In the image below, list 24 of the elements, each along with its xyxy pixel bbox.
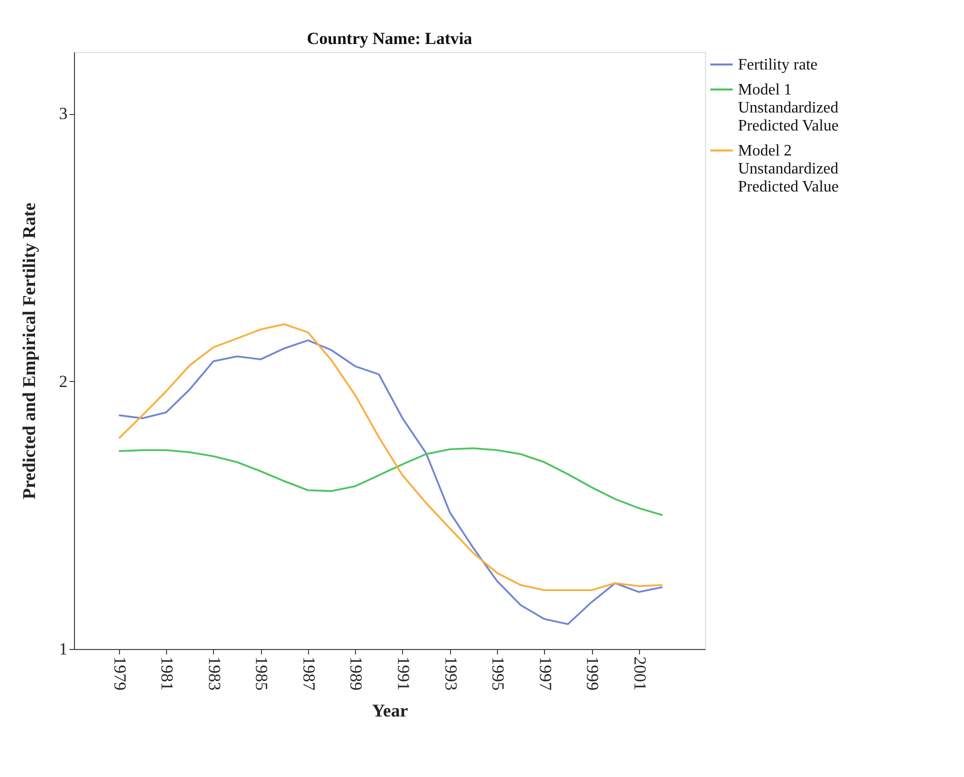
chart-title: Country Name: Latvia — [306, 29, 473, 48]
x-tick-label: 2001 — [630, 656, 650, 690]
x-axis-title: Year — [372, 700, 408, 720]
y-tick-label: 3 — [59, 104, 68, 124]
y-axis-title: Predicted and Empirical Fertility Rate — [19, 202, 39, 500]
x-tick-label: 1989 — [346, 656, 366, 690]
x-tick-label: 1991 — [394, 656, 413, 690]
x-tick-label: 1993 — [441, 656, 460, 690]
x-tick-label: 1995 — [488, 656, 508, 690]
x-tick-label: 1981 — [158, 656, 177, 690]
legend-label: Fertility rate — [738, 56, 818, 74]
x-tick-label: 1987 — [299, 656, 318, 691]
legend-label: Model 1 Unstandardized Predicted Value — [738, 82, 839, 134]
y-tick-label: 1 — [59, 640, 68, 658]
x-tick-label: 1999 — [583, 656, 602, 690]
x-tick-label: 1997 — [536, 656, 555, 691]
line-series — [118, 339, 664, 626]
y-tick-label: 2 — [59, 372, 68, 391]
x-tick-label: 1983 — [204, 656, 224, 690]
legend-label: Model 2 Unstandardized Predicted Value — [738, 142, 839, 196]
x-tick-label: 1979 — [110, 656, 130, 690]
line-series — [118, 447, 664, 516]
line-series — [118, 323, 664, 592]
x-tick-label: 1985 — [252, 656, 272, 690]
